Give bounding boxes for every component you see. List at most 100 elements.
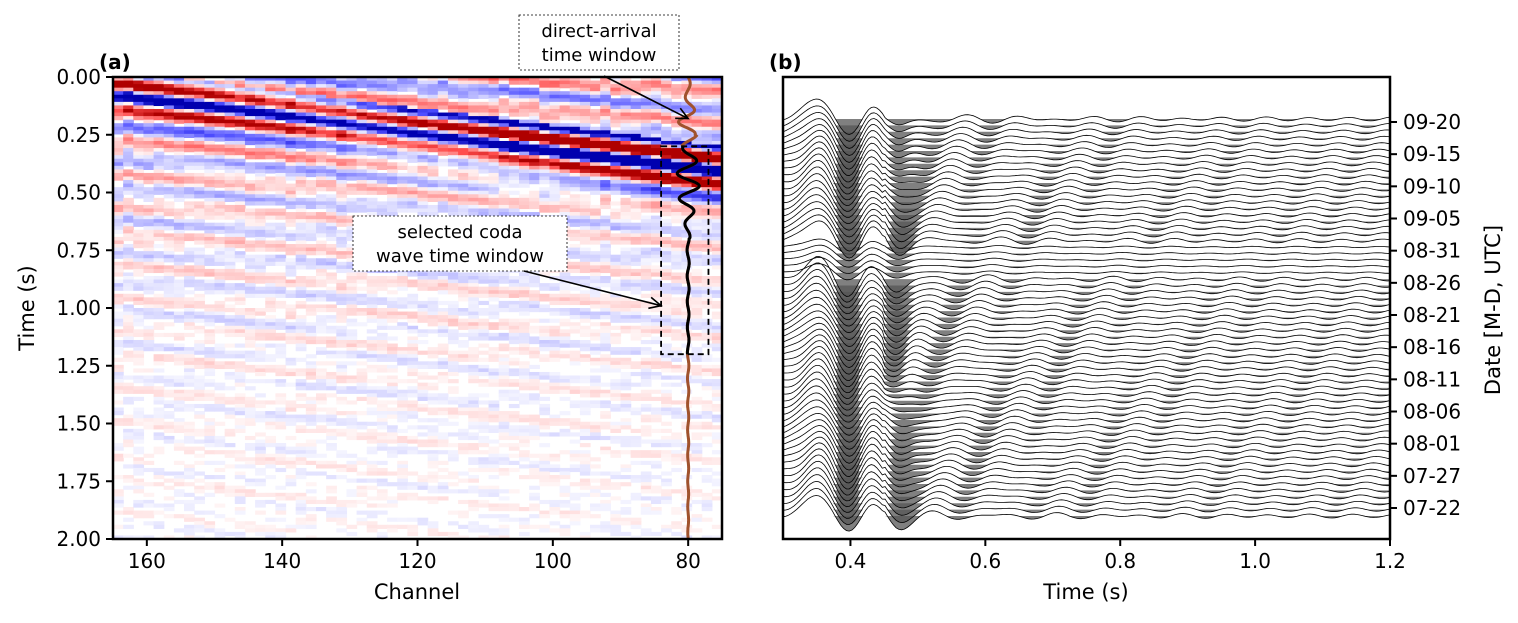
trace-fill xyxy=(783,343,1390,361)
y-tick-label: 2.00 xyxy=(56,527,101,551)
date-tick-label: 08-06 xyxy=(1403,400,1461,424)
x-tick-label: 160 xyxy=(128,549,166,573)
y-tick-label: 1.25 xyxy=(56,354,101,378)
wiggle-trace xyxy=(783,239,1390,254)
date-tick-label: 09-05 xyxy=(1403,207,1461,231)
wiggle-trace xyxy=(783,181,1390,218)
wiggle-trace xyxy=(783,468,1390,507)
wiggle-trace xyxy=(783,174,1390,212)
date-tick-label: 08-26 xyxy=(1403,271,1461,295)
trace-fill xyxy=(783,132,1390,149)
wiggle-trace xyxy=(783,263,1390,302)
annotation-text: selected coda xyxy=(397,222,522,243)
trace-fill xyxy=(783,164,1390,182)
y-tick-label: 0.00 xyxy=(56,65,101,89)
trace-fill xyxy=(783,234,1390,251)
date-tick-label: 09-10 xyxy=(1403,174,1461,198)
x-tick-label: 0.6 xyxy=(969,549,1001,573)
trace-fill xyxy=(783,433,1390,450)
y-tick-label: 0.50 xyxy=(56,181,101,205)
wiggle-trace xyxy=(783,256,1390,296)
panel-b-date-ticks: 09-20 09-15 09-10 09-05 08-31 08-26 08-21 08-16… xyxy=(1390,110,1461,520)
wiggle-trace xyxy=(783,304,1390,339)
panel-a-y-label: Time (s) xyxy=(15,265,39,351)
wiggle-trace xyxy=(783,297,1390,332)
x-tick-label: 0.4 xyxy=(835,549,867,573)
y-tick-label: 1.50 xyxy=(56,412,101,436)
wiggle-trace xyxy=(783,154,1390,194)
wiggle-trace xyxy=(783,365,1390,404)
y-tick-label: 0.75 xyxy=(56,238,101,262)
trace-fill xyxy=(783,439,1390,456)
trace-fill xyxy=(783,330,1390,346)
trace-fill xyxy=(783,241,1390,258)
wiggle-trace xyxy=(783,353,1390,393)
wiggle-trace xyxy=(783,290,1390,326)
wiggle-trace xyxy=(783,270,1390,308)
trace-fill xyxy=(783,452,1390,470)
panel-b-y-label: Date [M-D, UTC] xyxy=(1481,225,1505,395)
trace-fill xyxy=(783,446,1390,464)
wiggle-trace xyxy=(783,276,1390,314)
date-tick-label: 08-16 xyxy=(1403,335,1461,359)
date-tick-label: 08-21 xyxy=(1403,303,1461,327)
trace-fill xyxy=(783,151,1390,169)
trace-fill xyxy=(783,426,1390,442)
wiggle-trace xyxy=(783,443,1390,483)
x-tick-label: 80 xyxy=(675,549,700,573)
wiggle-trace xyxy=(783,188,1390,224)
wiggle-trace xyxy=(783,461,1390,501)
trace-fill xyxy=(783,119,1390,134)
date-tick-label: 08-31 xyxy=(1403,239,1461,263)
wiggle-trace xyxy=(783,393,1390,429)
wiggle-trace xyxy=(783,167,1390,206)
trace-fill xyxy=(783,356,1390,374)
panel-b-frame xyxy=(783,77,1390,539)
wiggle-trace xyxy=(783,195,1390,231)
trace-fill xyxy=(783,465,1390,483)
trace-fill xyxy=(783,318,1390,333)
date-tick-label: 09-15 xyxy=(1403,142,1461,166)
annotation-text: time window xyxy=(542,45,657,66)
panel-a-label: (a) xyxy=(99,50,131,74)
trace-fill xyxy=(783,273,1390,280)
wiggle-trace xyxy=(783,359,1390,399)
date-tick-label: 07-22 xyxy=(1403,496,1461,520)
trace-fill xyxy=(783,145,1390,163)
date-tick-label: 09-20 xyxy=(1403,110,1461,134)
panel-b-x-label: Time (s) xyxy=(1042,580,1128,604)
wiggle-trace xyxy=(783,346,1390,386)
trace-fill xyxy=(783,362,1390,380)
wiggle-trace xyxy=(783,386,1390,422)
panel-a-x-label: Channel xyxy=(374,580,460,604)
wiggle-trace xyxy=(783,202,1390,237)
y-tick-label: 1.00 xyxy=(56,296,101,320)
wiggle-trace xyxy=(783,148,1390,188)
trace-fill xyxy=(783,337,1390,354)
trace-fill xyxy=(783,125,1390,141)
x-tick-label: 140 xyxy=(263,549,301,573)
trace-fill xyxy=(783,420,1390,435)
wiggle-trace xyxy=(783,106,1390,141)
trace-fill xyxy=(783,414,1390,429)
x-tick-label: 100 xyxy=(534,549,572,573)
trace-fill xyxy=(783,138,1390,155)
heatmap xyxy=(113,77,723,540)
wiggle-trace xyxy=(783,142,1390,182)
y-tick-label: 0.25 xyxy=(56,123,101,147)
trace-fill xyxy=(783,311,1390,326)
date-tick-label: 08-01 xyxy=(1403,432,1461,456)
wiggle-trace xyxy=(783,130,1390,169)
y-tick-label: 1.75 xyxy=(56,469,101,493)
panel-b-label: (b) xyxy=(769,50,802,74)
wiggle-trace xyxy=(783,245,1390,261)
wiggle-trace xyxy=(783,379,1390,416)
wiggle-traces xyxy=(783,99,1390,531)
date-tick-label: 08-11 xyxy=(1403,367,1461,391)
annotation-text: wave time window xyxy=(376,246,544,267)
